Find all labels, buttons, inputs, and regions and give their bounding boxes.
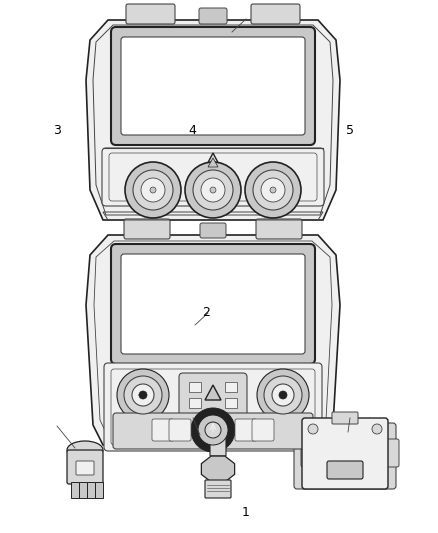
- Polygon shape: [86, 235, 340, 445]
- Circle shape: [125, 162, 181, 218]
- FancyBboxPatch shape: [200, 223, 226, 238]
- Circle shape: [245, 162, 301, 218]
- FancyBboxPatch shape: [169, 419, 191, 441]
- FancyBboxPatch shape: [111, 244, 315, 364]
- FancyBboxPatch shape: [256, 219, 302, 239]
- FancyBboxPatch shape: [332, 412, 358, 424]
- FancyBboxPatch shape: [199, 8, 227, 24]
- Circle shape: [191, 408, 235, 452]
- Ellipse shape: [67, 441, 103, 459]
- Circle shape: [205, 422, 221, 438]
- Circle shape: [132, 384, 154, 406]
- FancyBboxPatch shape: [111, 27, 315, 145]
- FancyBboxPatch shape: [235, 419, 257, 441]
- Circle shape: [117, 369, 169, 421]
- Bar: [79, 482, 87, 498]
- Ellipse shape: [209, 432, 227, 442]
- Bar: [189, 382, 201, 392]
- Polygon shape: [86, 20, 340, 220]
- FancyBboxPatch shape: [205, 480, 231, 498]
- FancyBboxPatch shape: [76, 461, 94, 475]
- Bar: [189, 398, 201, 408]
- Circle shape: [150, 187, 156, 193]
- Circle shape: [253, 170, 293, 210]
- FancyBboxPatch shape: [113, 413, 313, 449]
- Bar: [95, 482, 103, 498]
- Circle shape: [272, 384, 294, 406]
- Circle shape: [201, 178, 225, 202]
- Text: 2: 2: [202, 306, 210, 319]
- Circle shape: [264, 376, 302, 414]
- Circle shape: [270, 187, 276, 193]
- Bar: [71, 482, 79, 498]
- Circle shape: [133, 170, 173, 210]
- Text: 3: 3: [53, 124, 61, 137]
- FancyBboxPatch shape: [302, 418, 388, 489]
- Bar: [225, 398, 237, 408]
- FancyBboxPatch shape: [102, 148, 324, 206]
- FancyBboxPatch shape: [121, 37, 305, 135]
- Circle shape: [193, 170, 233, 210]
- Polygon shape: [201, 456, 235, 482]
- Circle shape: [124, 376, 162, 414]
- FancyBboxPatch shape: [252, 419, 274, 441]
- FancyBboxPatch shape: [126, 4, 175, 24]
- Circle shape: [198, 415, 228, 445]
- Bar: [225, 382, 237, 392]
- Circle shape: [261, 178, 285, 202]
- FancyBboxPatch shape: [67, 450, 103, 484]
- FancyBboxPatch shape: [179, 373, 247, 417]
- Polygon shape: [208, 158, 218, 167]
- Text: 5: 5: [346, 124, 354, 137]
- Circle shape: [372, 424, 382, 434]
- Circle shape: [139, 391, 147, 399]
- FancyBboxPatch shape: [210, 436, 226, 456]
- Bar: [87, 482, 95, 498]
- Circle shape: [141, 178, 165, 202]
- FancyBboxPatch shape: [251, 4, 300, 24]
- FancyBboxPatch shape: [104, 363, 322, 451]
- Circle shape: [210, 187, 216, 193]
- FancyBboxPatch shape: [124, 219, 170, 239]
- Circle shape: [257, 369, 309, 421]
- Polygon shape: [204, 153, 222, 170]
- Polygon shape: [205, 385, 221, 400]
- FancyBboxPatch shape: [121, 254, 305, 354]
- Text: 4: 4: [189, 124, 197, 137]
- Text: 1: 1: [241, 506, 249, 519]
- Circle shape: [185, 162, 241, 218]
- FancyBboxPatch shape: [152, 419, 174, 441]
- FancyBboxPatch shape: [327, 461, 363, 479]
- FancyBboxPatch shape: [294, 423, 396, 489]
- FancyBboxPatch shape: [301, 439, 317, 467]
- Circle shape: [308, 424, 318, 434]
- Circle shape: [279, 391, 287, 399]
- FancyBboxPatch shape: [383, 439, 399, 467]
